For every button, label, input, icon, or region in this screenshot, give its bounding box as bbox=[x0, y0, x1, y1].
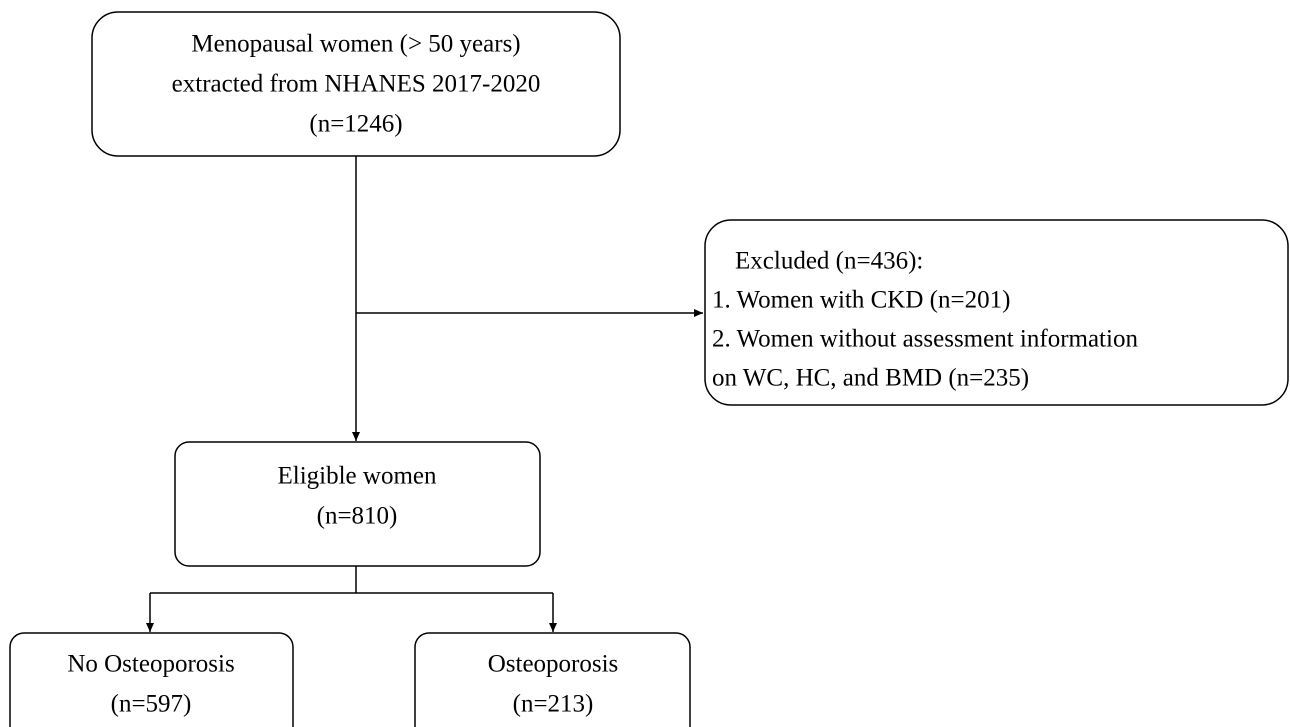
box-text: (n=810) bbox=[317, 503, 398, 530]
box-text: (n=1246) bbox=[309, 111, 402, 138]
box bbox=[9, 632, 294, 727]
box bbox=[414, 632, 691, 727]
box-text: Osteoporosis bbox=[488, 651, 619, 678]
box-text: Menopausal women (> 50 years) bbox=[191, 31, 520, 58]
box bbox=[91, 11, 621, 157]
box-text: No Osteoporosis bbox=[67, 651, 234, 678]
box-text: (n=213) bbox=[513, 691, 594, 718]
box bbox=[174, 441, 541, 567]
box bbox=[704, 219, 1289, 406]
box-text: extracted from NHANES 2017-2020 bbox=[172, 71, 541, 98]
box-text: (n=597) bbox=[111, 691, 192, 718]
box-text: Eligible women bbox=[278, 463, 437, 490]
box-text: 1. Women with CKD (n=201) bbox=[712, 287, 1010, 314]
box-text: on WC, HC, and BMD (n=235) bbox=[712, 365, 1029, 392]
box-text: Excluded (n=436): bbox=[735, 248, 923, 275]
box-text: 2. Women without assessment information bbox=[712, 326, 1138, 353]
